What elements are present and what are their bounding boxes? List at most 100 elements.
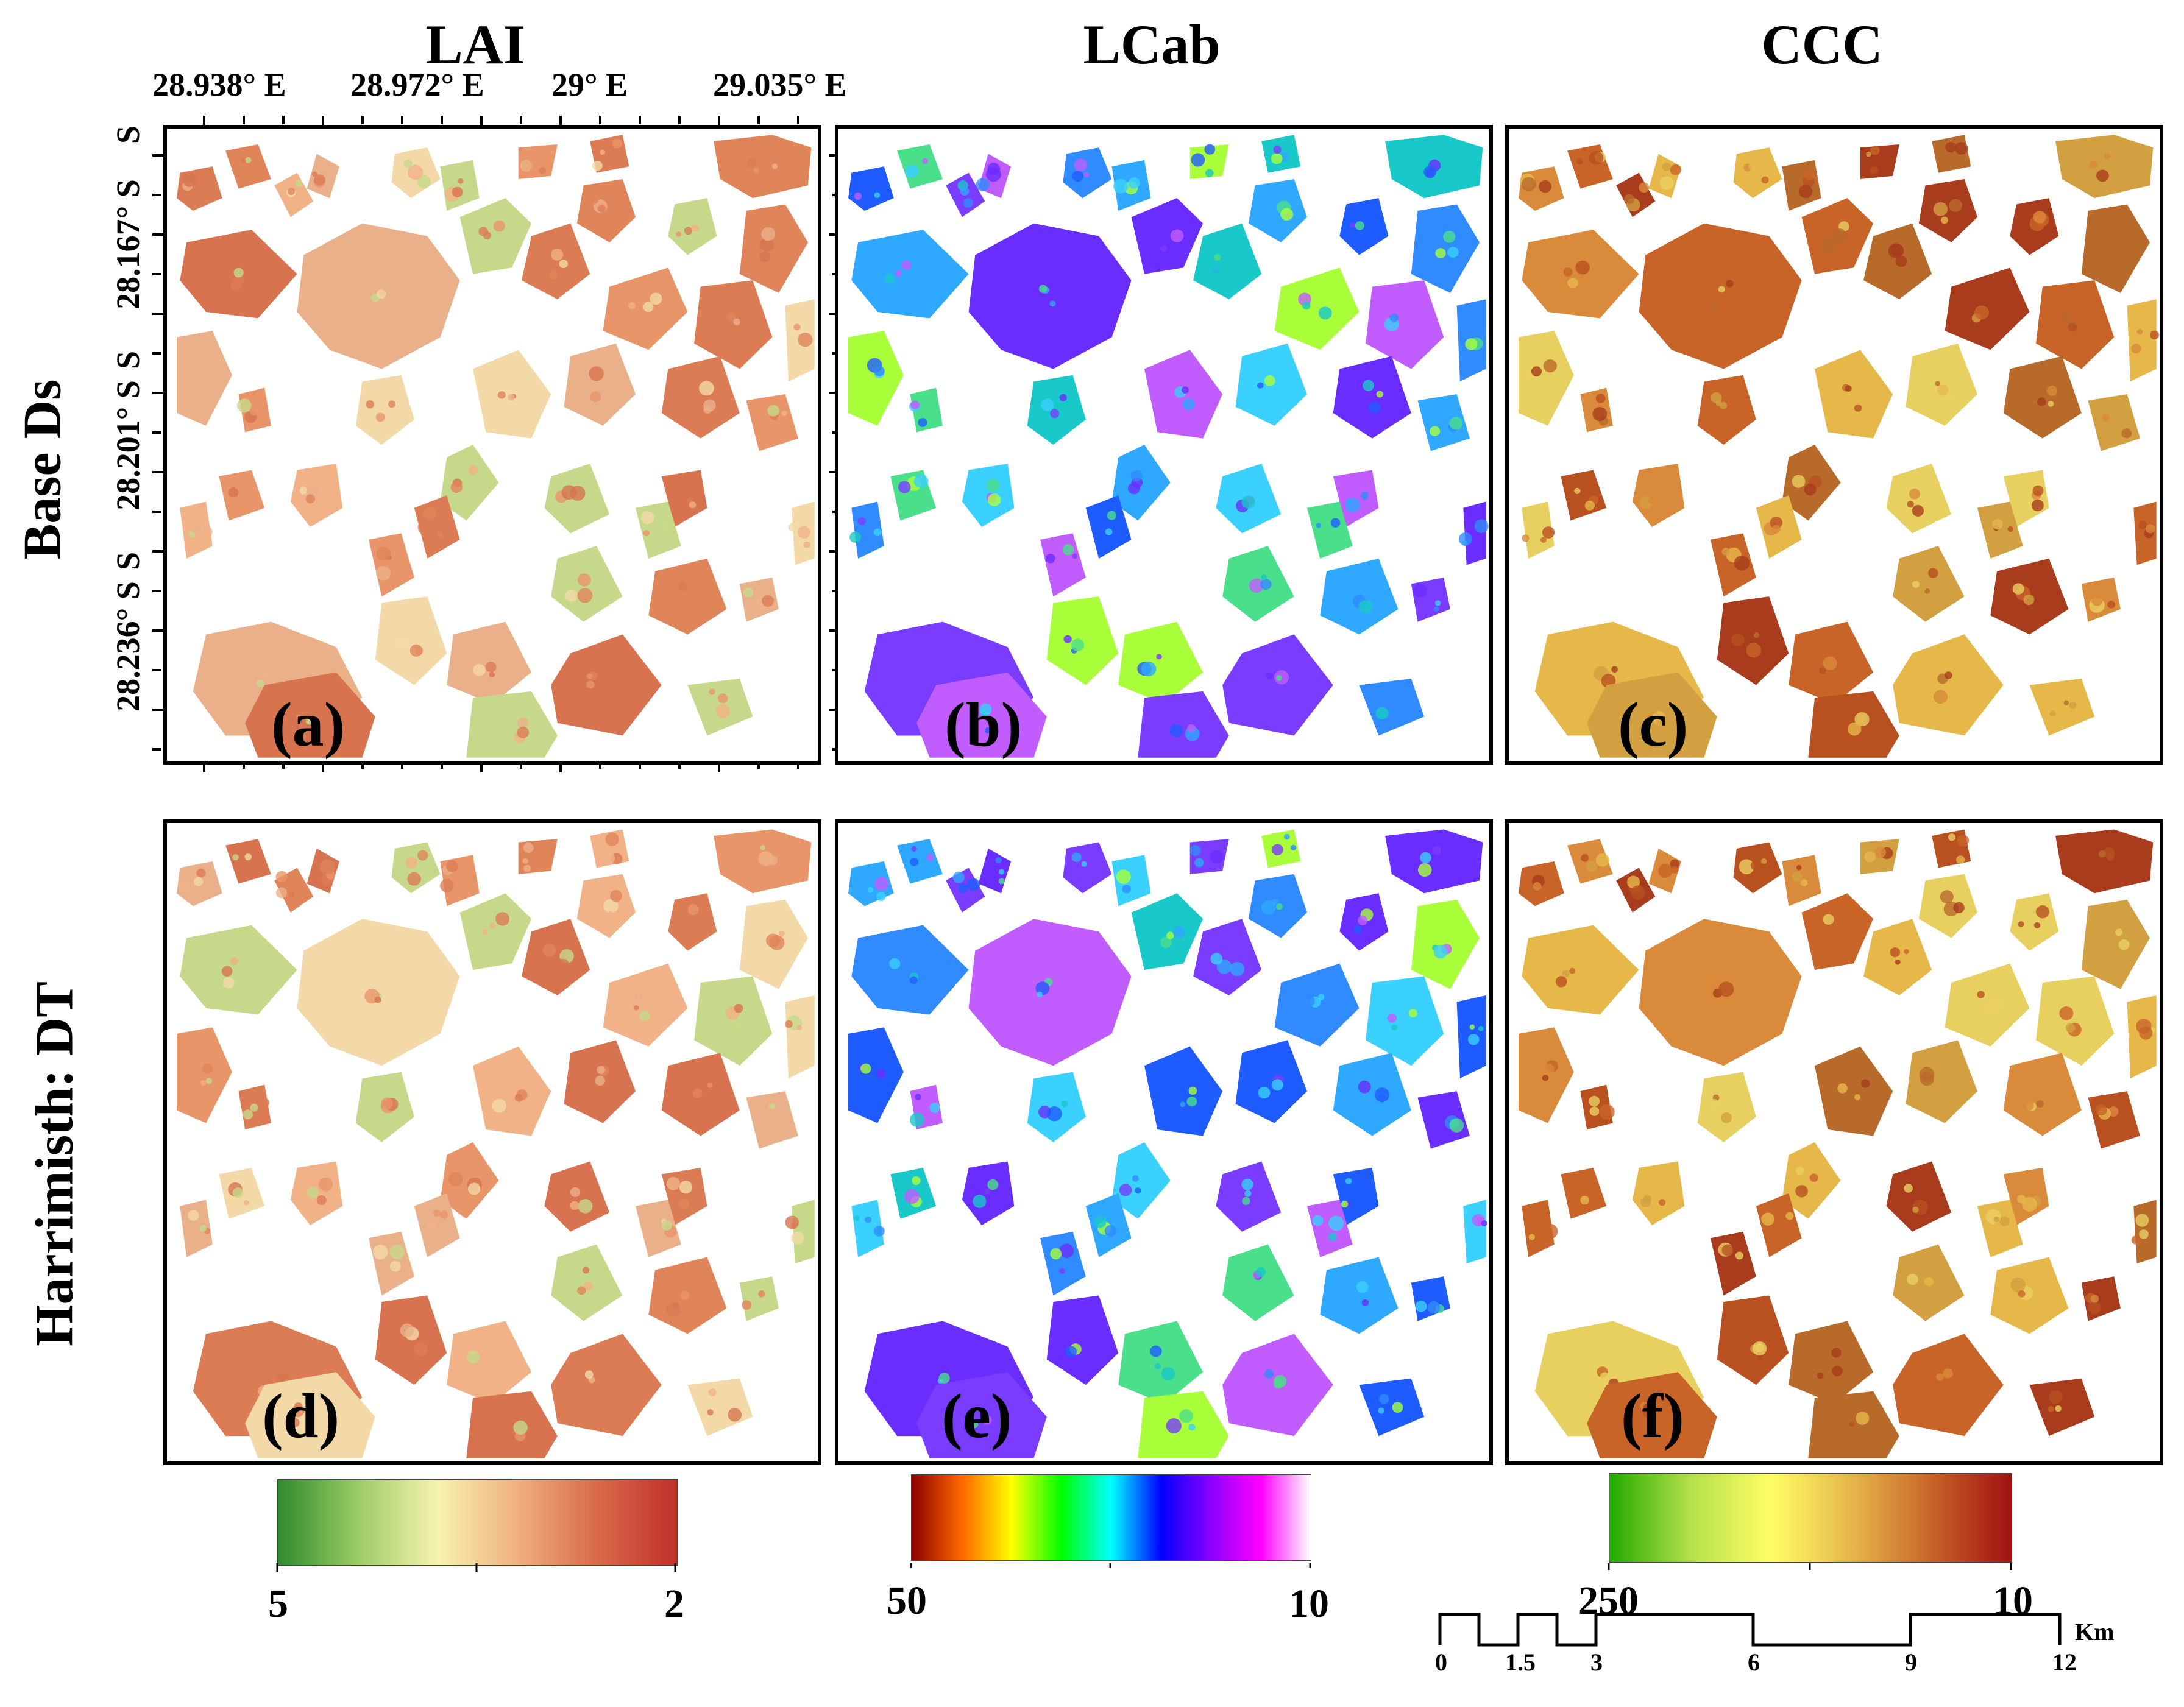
crop-field bbox=[2003, 356, 2082, 439]
pixel-speckle bbox=[1358, 916, 1368, 925]
crop-field bbox=[355, 375, 414, 445]
pixel-speckle bbox=[1933, 690, 1948, 704]
pixel-speckle bbox=[913, 147, 925, 160]
crop-field bbox=[1522, 925, 1639, 1015]
pixel-speckle bbox=[2106, 853, 2115, 861]
pixel-speckle bbox=[1937, 384, 1949, 395]
pixel-speckle bbox=[1317, 994, 1325, 1001]
pixel-speckle bbox=[1241, 495, 1255, 509]
pixel-speckle bbox=[1274, 1379, 1284, 1389]
crop-field bbox=[1639, 223, 1802, 369]
pixel-speckle bbox=[597, 204, 606, 213]
pixel-speckle bbox=[1819, 667, 1826, 674]
colorbar-lcab-max: 10 bbox=[1289, 1582, 1329, 1626]
pixel-speckle bbox=[318, 1177, 333, 1192]
crop-field bbox=[1932, 135, 1971, 173]
crop-field bbox=[694, 280, 773, 369]
pixel-speckle bbox=[643, 530, 650, 537]
pixel-speckle bbox=[898, 481, 911, 493]
pixel-speckle bbox=[577, 1286, 586, 1295]
pixel-speckle bbox=[1072, 553, 1078, 559]
pixel-speckle bbox=[929, 1103, 940, 1113]
pixel-speckle bbox=[2091, 595, 2103, 606]
pixel-speckle bbox=[679, 1181, 693, 1194]
pixel-speckle bbox=[1945, 671, 1952, 679]
pixel-speckle bbox=[765, 933, 781, 948]
pixel-speckle bbox=[1543, 359, 1557, 373]
pixel-speckle bbox=[868, 177, 878, 187]
pixel-speckle bbox=[1854, 1094, 1861, 1100]
pixel-speckle bbox=[2102, 414, 2110, 422]
pixel-speckle bbox=[1542, 526, 1555, 539]
crop-field bbox=[2003, 470, 2049, 527]
crop-field bbox=[1893, 1334, 2004, 1437]
pixel-speckle bbox=[1547, 878, 1554, 885]
pixel-speckle bbox=[1522, 534, 1530, 542]
pixel-speckle bbox=[911, 846, 917, 852]
pixel-speckle bbox=[2061, 313, 2070, 321]
pixel-speckle bbox=[2032, 485, 2044, 497]
crop-field bbox=[459, 198, 532, 274]
crop-field bbox=[1587, 672, 1717, 758]
pixel-speckle bbox=[244, 854, 252, 861]
pixel-speckle bbox=[1474, 519, 1489, 534]
pixel-speckle bbox=[1890, 947, 1901, 958]
crop-field bbox=[851, 501, 884, 559]
lon-label: 28.972° E bbox=[350, 66, 484, 103]
pixel-speckle bbox=[1379, 1394, 1389, 1404]
colorbar-lai-max: 2 bbox=[664, 1582, 684, 1626]
pixel-speckle bbox=[1481, 1220, 1487, 1227]
pixel-speckle bbox=[226, 479, 235, 488]
row-title-harrismith: Harrimisth: DT bbox=[25, 981, 85, 1346]
scale-tick-2: 3 bbox=[1590, 1649, 1603, 1676]
pixel-speckle bbox=[1280, 208, 1294, 221]
scale-tick-3: 6 bbox=[1748, 1649, 1760, 1676]
crop-field bbox=[1977, 501, 2023, 559]
pixel-speckle bbox=[458, 178, 464, 184]
pixel-speckle bbox=[1946, 1084, 1957, 1095]
pixel-speckle bbox=[584, 1281, 593, 1291]
pixel-speckle bbox=[1528, 1234, 1536, 1240]
pixel-speckle bbox=[1353, 925, 1363, 934]
pixel-speckle bbox=[987, 1179, 999, 1190]
pixel-speckle bbox=[1079, 868, 1092, 880]
pixel-speckle bbox=[374, 996, 381, 1003]
pixel-speckle bbox=[761, 227, 776, 241]
pixel-speckle bbox=[1122, 885, 1131, 894]
crop-field bbox=[1717, 1295, 1789, 1385]
pixel-speckle bbox=[1888, 243, 1904, 259]
pixel-speckle bbox=[1132, 1175, 1139, 1182]
crop-field bbox=[1411, 1276, 1450, 1321]
pixel-speckle bbox=[1817, 1372, 1824, 1379]
pixel-speckle bbox=[1785, 1212, 1794, 1220]
crop-field bbox=[245, 1372, 375, 1458]
crop-field bbox=[2010, 893, 2059, 951]
pixel-speckle bbox=[909, 976, 918, 984]
scale-unit: Km bbox=[2075, 1618, 2115, 1645]
pixel-speckle bbox=[1611, 666, 1618, 673]
pixel-speckle bbox=[1059, 1243, 1074, 1259]
pixel-speckle bbox=[1360, 492, 1369, 500]
pixel-speckle bbox=[275, 887, 288, 899]
pixel-speckle bbox=[1272, 899, 1278, 905]
pixel-speckle bbox=[703, 406, 712, 414]
pixel-speckle bbox=[1662, 162, 1671, 171]
pixel-speckle bbox=[1345, 498, 1360, 513]
crop-field bbox=[739, 204, 808, 293]
pixel-speckle bbox=[857, 517, 866, 525]
pixel-speckle bbox=[679, 1199, 690, 1209]
pixel-speckle bbox=[407, 872, 421, 886]
pixel-speckle bbox=[2131, 1235, 2141, 1245]
pixel-speckle bbox=[517, 726, 530, 738]
pixel-speckle bbox=[437, 532, 443, 538]
pixel-speckle bbox=[1063, 635, 1072, 643]
pixel-speckle bbox=[1933, 202, 1948, 216]
pixel-speckle bbox=[275, 871, 288, 883]
crop-field bbox=[1118, 1321, 1204, 1404]
pixel-speckle bbox=[1187, 724, 1196, 732]
pixel-speckle bbox=[1540, 537, 1547, 543]
pixel-speckle bbox=[1467, 1034, 1480, 1045]
pixel-speckle bbox=[984, 727, 991, 734]
pixel-speckle bbox=[691, 224, 699, 232]
pixel-speckle bbox=[600, 850, 615, 866]
